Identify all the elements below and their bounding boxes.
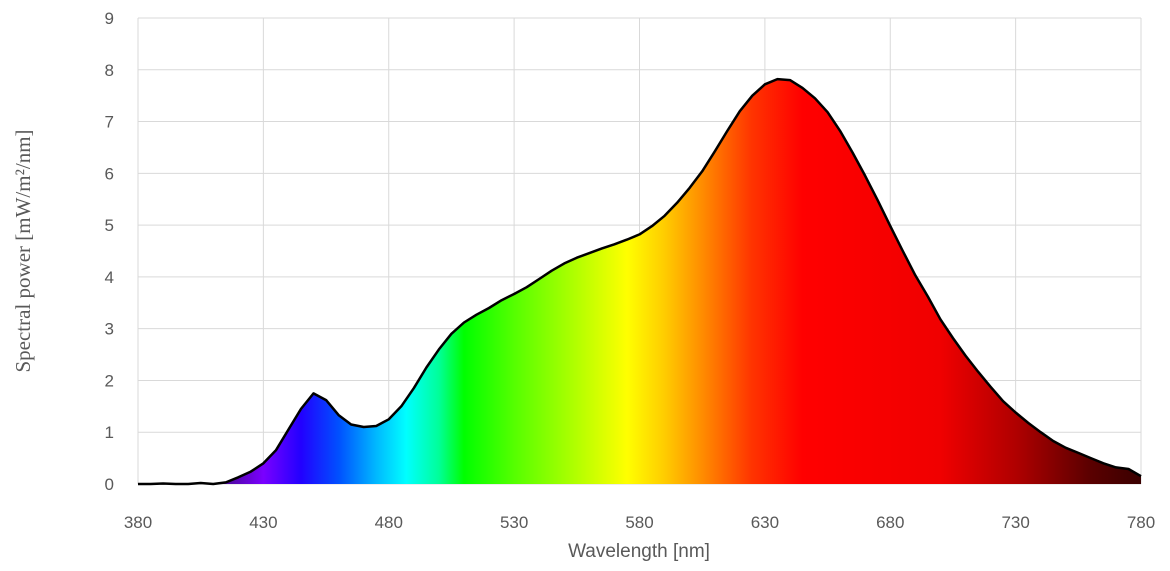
spectrum-area <box>138 79 1141 484</box>
x-tick-label: 630 <box>751 513 779 532</box>
x-tick-label: 780 <box>1127 513 1155 532</box>
y-tick-label: 6 <box>105 164 114 183</box>
y-tick-label: 3 <box>105 320 114 339</box>
y-tick-label: 4 <box>105 268 114 287</box>
x-tick-label: 480 <box>375 513 403 532</box>
x-tick-label: 680 <box>876 513 904 532</box>
x-tick-label: 580 <box>625 513 653 532</box>
y-tick-label: 0 <box>105 475 114 494</box>
y-tick-label: 1 <box>105 423 114 442</box>
y-tick-label: 5 <box>105 216 114 235</box>
y-tick-label: 8 <box>105 61 114 80</box>
x-tick-label: 430 <box>249 513 277 532</box>
y-axis-title: Spectral power [mW/m²/nm] <box>11 129 35 372</box>
y-tick-labels: 0 1 2 3 4 5 6 7 8 9 <box>105 9 114 494</box>
y-tick-label: 9 <box>105 9 114 28</box>
x-axis-title: Wavelength [nm] <box>568 541 710 562</box>
spectrum-line <box>138 77 1142 486</box>
x-tick-labels: 380 430 480 530 580 630 680 730 780 <box>124 513 1155 532</box>
y-tick-label: 2 <box>105 371 114 390</box>
x-tick-label: 380 <box>124 513 152 532</box>
y-tick-label: 7 <box>105 113 114 132</box>
x-tick-label: 530 <box>500 513 528 532</box>
x-tick-label: 730 <box>1001 513 1029 532</box>
